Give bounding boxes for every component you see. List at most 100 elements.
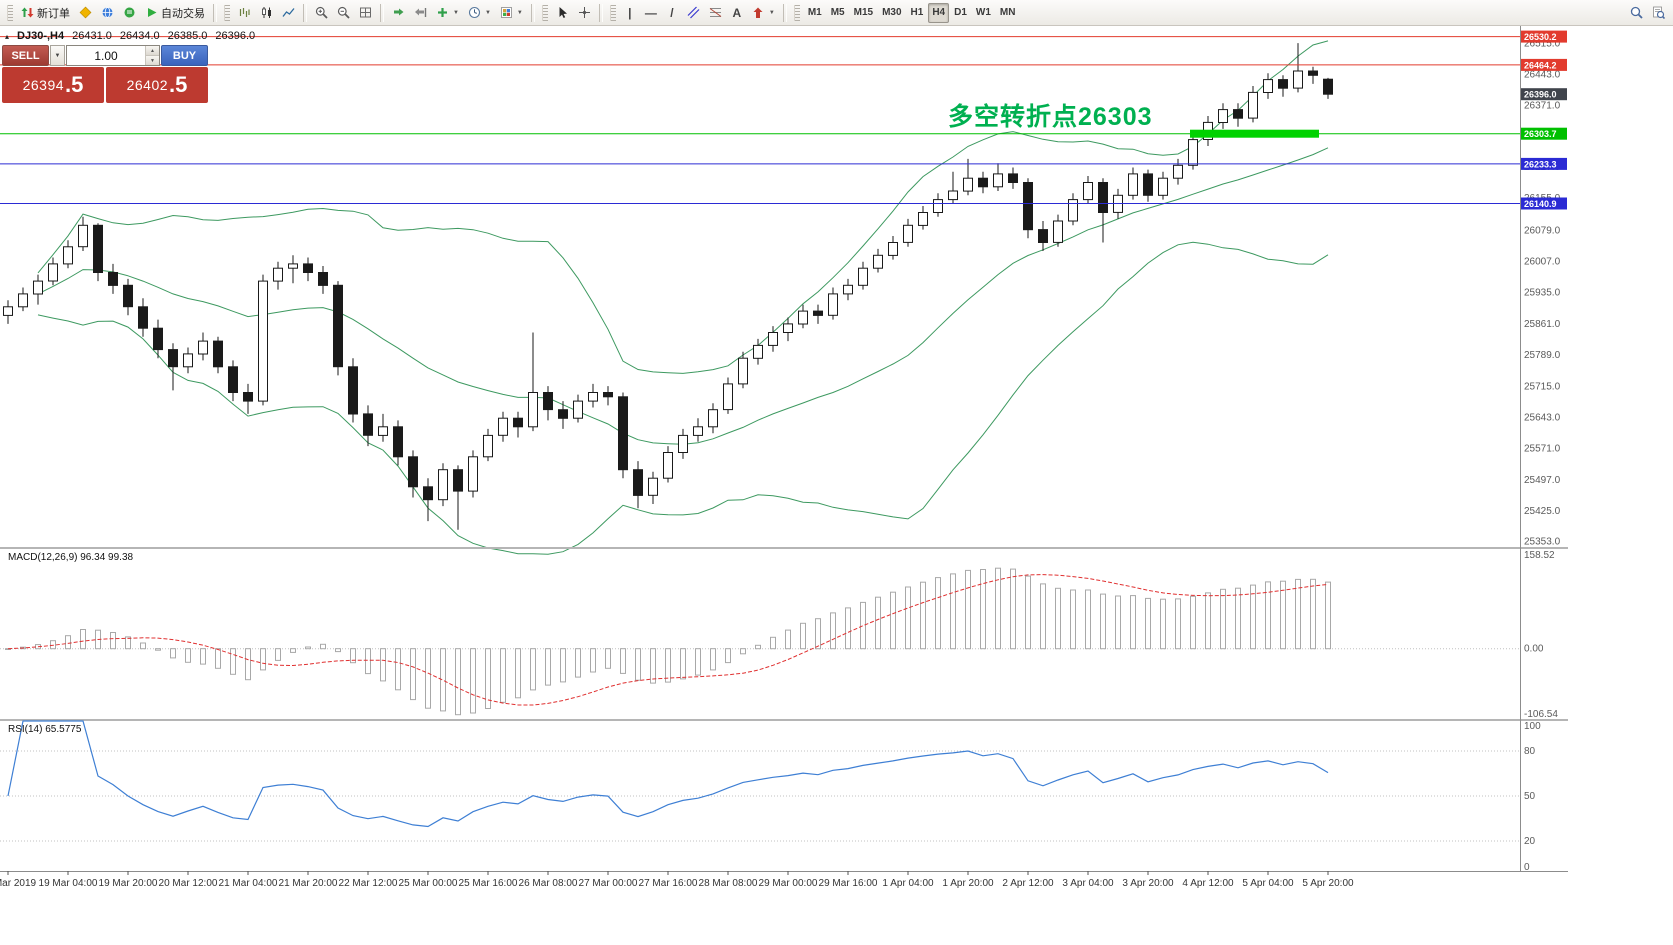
buy-button[interactable]: BUY [161, 45, 208, 66]
lot-decrease-button[interactable]: ▼ [146, 55, 159, 65]
candle [438, 463, 448, 507]
pane-separator[interactable] [0, 719, 1568, 721]
sell-button[interactable]: SELL [2, 45, 49, 66]
timeframe-m30-button[interactable]: M30 [878, 3, 905, 23]
search-button[interactable] [1648, 3, 1669, 23]
candlesticks [3, 43, 1333, 530]
candle [1218, 103, 1228, 129]
timeframe-m30-button-label: M30 [882, 7, 902, 18]
lot-increase-button[interactable]: ▲ [146, 46, 159, 55]
price-axis-marker[interactable]: 26464.2 [1521, 58, 1567, 71]
auto-scroll-button[interactable] [388, 3, 409, 23]
svg-text:19 Mar 20:00: 19 Mar 20:00 [99, 878, 158, 889]
zoom-out-icon [337, 6, 350, 19]
line-chart-button[interactable] [278, 3, 299, 23]
svg-text:20 Mar 12:00: 20 Mar 12:00 [159, 878, 218, 889]
horizontal-line-button[interactable]: — [641, 3, 661, 23]
lot-size-input[interactable] [67, 46, 145, 65]
timeframe-h1-button[interactable]: H1 [907, 3, 928, 23]
toolbar-grip[interactable] [224, 4, 230, 21]
price-axis-marker[interactable]: 26530.2 [1521, 30, 1567, 43]
toolbar-grip[interactable] [793, 4, 800, 21]
timeframe-m15-button-label: M15 [853, 7, 874, 18]
globe-icon [101, 6, 114, 19]
trade-panel-prices: 26394.5 26402.5 [2, 67, 208, 103]
buy-price-fraction: .5 [169, 72, 188, 97]
buy-price-main: 26402 [126, 77, 169, 93]
indicators-button[interactable]: ▼ [432, 3, 463, 23]
tile-windows-button[interactable] [355, 3, 376, 23]
pane-separator[interactable] [0, 547, 1568, 549]
periods-button[interactable]: ▼ [464, 3, 495, 23]
svg-text:0.00: 0.00 [1524, 644, 1544, 655]
toolbar-grip[interactable] [541, 4, 548, 21]
candle [1158, 171, 1168, 200]
vertical-line-button[interactable]: | [620, 3, 640, 23]
candle [408, 450, 418, 498]
candle [693, 418, 703, 442]
candlestick-chart-button[interactable] [256, 3, 277, 23]
trendline-button[interactable]: / [662, 3, 682, 23]
buy-price-box[interactable]: 26402.5 [106, 67, 208, 103]
zoom-in-button[interactable] [311, 3, 332, 23]
price-axis-marker[interactable]: 26396.0 [1521, 88, 1567, 101]
candle [663, 446, 673, 483]
price-axis-marker[interactable]: 26303.7 [1521, 127, 1567, 140]
chart-canvas[interactable]: MACD(12,26,9) 96.34 99.38 RSI(14) 65.5775… [0, 26, 1568, 890]
candle [273, 261, 283, 290]
chart-annotation-text[interactable]: 多空转折点26303 [948, 103, 1153, 131]
svg-text:26140.9: 26140.9 [1524, 199, 1557, 209]
text-label-button[interactable]: A [727, 3, 747, 23]
timeframe-m1-button[interactable]: M1 [804, 3, 826, 23]
timeframe-h4-button[interactable]: H4 [928, 2, 950, 23]
channel-icon [687, 6, 700, 19]
zoom-out-button[interactable] [333, 3, 354, 23]
timeframe-d1-button[interactable]: D1 [950, 3, 971, 23]
svg-text:20: 20 [1524, 836, 1536, 847]
arrows-icon [752, 6, 765, 19]
candle [723, 377, 733, 414]
toolbar-grip[interactable] [7, 4, 13, 21]
candle [633, 461, 643, 509]
timeframe-m15-button[interactable]: M15 [850, 3, 877, 23]
sell-price-main: 26394 [22, 77, 65, 93]
autotrading-button[interactable]: 自动交易 [141, 3, 209, 23]
rsi-indicator-pane: RSI(14) 65.5775 [0, 720, 1520, 842]
toolbar-grip[interactable] [609, 4, 616, 21]
sell-price-box[interactable]: 26394.5 [2, 67, 104, 103]
community-button[interactable] [75, 3, 96, 23]
timeframe-m1-button-label: M1 [807, 7, 822, 18]
crosshair-button[interactable] [574, 3, 595, 23]
new-order-button[interactable]: 新订单 [17, 3, 74, 23]
bar-chart-button[interactable] [234, 3, 255, 23]
candle [453, 465, 463, 530]
pane-separators[interactable] [0, 547, 1568, 872]
timeframe-mn-button[interactable]: MN [996, 3, 1020, 23]
svg-text:19 Mar 04:00: 19 Mar 04:00 [39, 878, 98, 889]
candle [108, 263, 118, 294]
templates-button[interactable]: ▼ [496, 3, 527, 23]
website-button[interactable] [97, 3, 118, 23]
arrow-objects-button[interactable]: ▼ [748, 3, 779, 23]
equidistant-channel-button[interactable] [683, 3, 704, 23]
fibonacci-button[interactable] [705, 3, 726, 23]
chat-button[interactable] [119, 3, 140, 23]
highlight-segment[interactable] [1190, 129, 1319, 138]
search-symbol-button[interactable] [1626, 3, 1647, 23]
chart-shift-button[interactable] [410, 3, 431, 23]
timeframe-w1-button[interactable]: W1 [972, 3, 995, 23]
timeframe-m5-button[interactable]: M5 [827, 3, 849, 23]
candle [1053, 214, 1063, 247]
highlight-trendline-segment[interactable] [1190, 129, 1319, 138]
price-axis-marker[interactable]: 26233.3 [1521, 157, 1567, 170]
candle [468, 450, 478, 498]
timeframe-w1-button-label: W1 [975, 7, 991, 18]
sell-price-fraction: .5 [65, 72, 84, 97]
price-axis-marker[interactable]: 26140.9 [1521, 197, 1567, 210]
order-type-dropdown[interactable]: ▼ [50, 45, 65, 66]
cursor-button[interactable] [552, 3, 573, 23]
lot-spinner: ▲ ▼ [145, 46, 159, 65]
candle [93, 223, 103, 282]
